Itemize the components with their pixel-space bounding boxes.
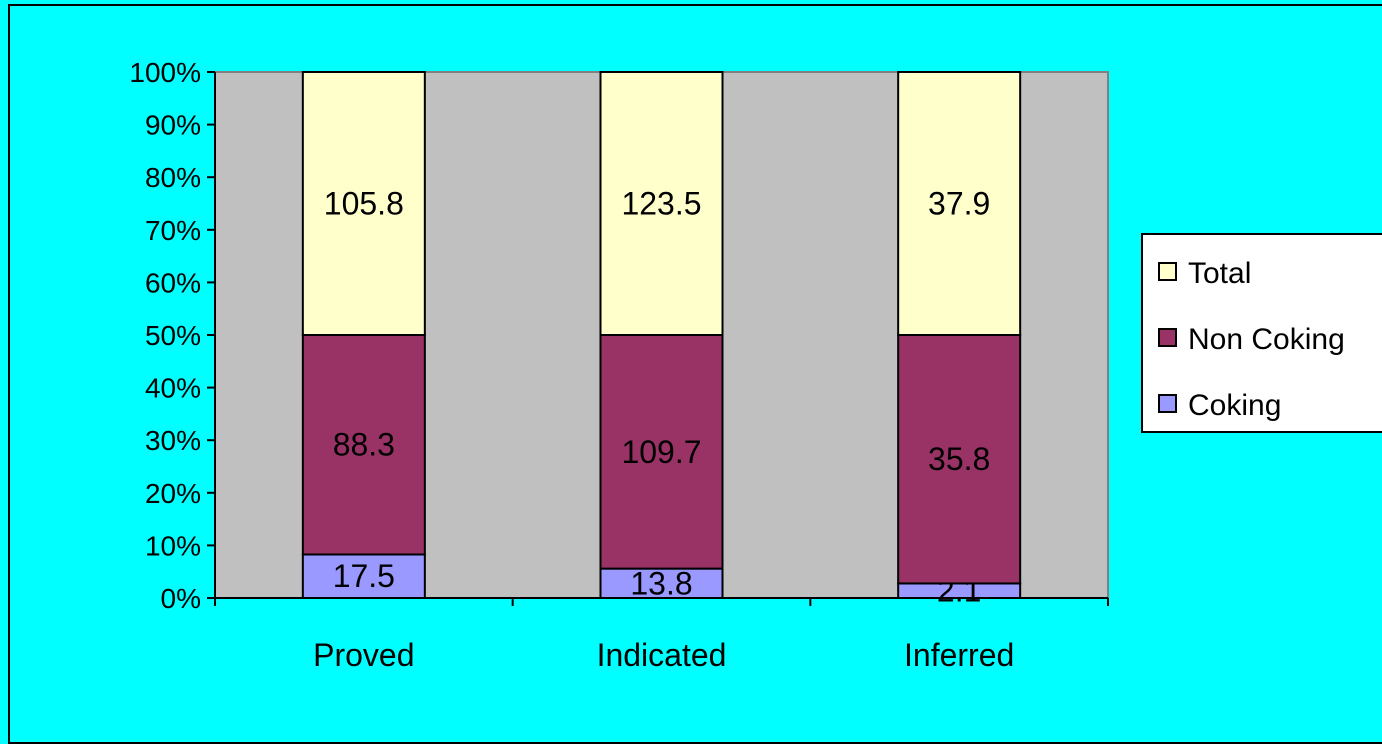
y-tick-label: 50% [145,320,201,351]
y-axis: 0% 10% 20% 30% 40% 50% 60% 70% 80% 90% 100% [129,57,216,614]
data-label: 35.8 [928,441,990,477]
x-tick-label: Proved [313,637,414,673]
legend: Total Non Coking Coking [1141,233,1382,433]
bar-segment [599,567,724,599]
legend-swatch [1158,262,1177,281]
data-label: 13.8 [630,565,692,601]
legend-swatch [1158,394,1177,413]
bar-segment [599,71,724,336]
y-tick-label: 40% [145,373,201,404]
bar-segment [301,71,426,336]
legend-box [1141,233,1382,433]
x-axis: Proved Indicated Inferred [214,597,1109,673]
data-label: 17.5 [333,558,395,594]
data-label: 109.7 [621,434,701,470]
bar-segment [599,334,724,570]
y-tick-label: 90% [145,110,201,141]
legend-label: Coking [1188,389,1281,422]
legend-label: Total [1188,257,1251,290]
bar-segment [897,71,1022,336]
data-label: 123.5 [621,186,701,222]
data-label: 105.8 [324,186,404,222]
y-tick-label: 0% [161,583,201,614]
y-tick-label: 100% [129,57,201,88]
legend-label: Non Coking [1188,323,1345,356]
y-tick-label: 20% [145,478,201,509]
data-label: 88.3 [333,427,395,463]
x-tick-label: Indicated [597,637,727,673]
y-tick-label: 10% [145,530,201,561]
x-tick-label: Inferred [904,637,1014,673]
bar-segment [897,334,1022,585]
legend-swatch [1158,328,1177,347]
y-tick-label: 80% [145,162,201,193]
bar-segment [301,334,426,556]
y-tick-label: 30% [145,425,201,456]
y-tick-label: 70% [145,215,201,246]
stacked-bar-chart: 0% 10% 20% 30% 40% 50% 60% 70% 80% 90% 100% 17.5 88… [129,57,1382,673]
y-tick-label: 60% [145,267,201,298]
data-label: 37.9 [928,186,990,222]
